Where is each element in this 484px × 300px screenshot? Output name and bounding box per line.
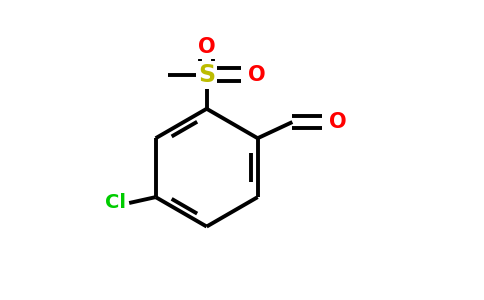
Text: O: O (329, 112, 347, 132)
Text: O: O (248, 65, 266, 85)
Text: S: S (198, 63, 215, 87)
Text: Cl: Cl (105, 194, 126, 212)
Text: O: O (198, 37, 215, 57)
